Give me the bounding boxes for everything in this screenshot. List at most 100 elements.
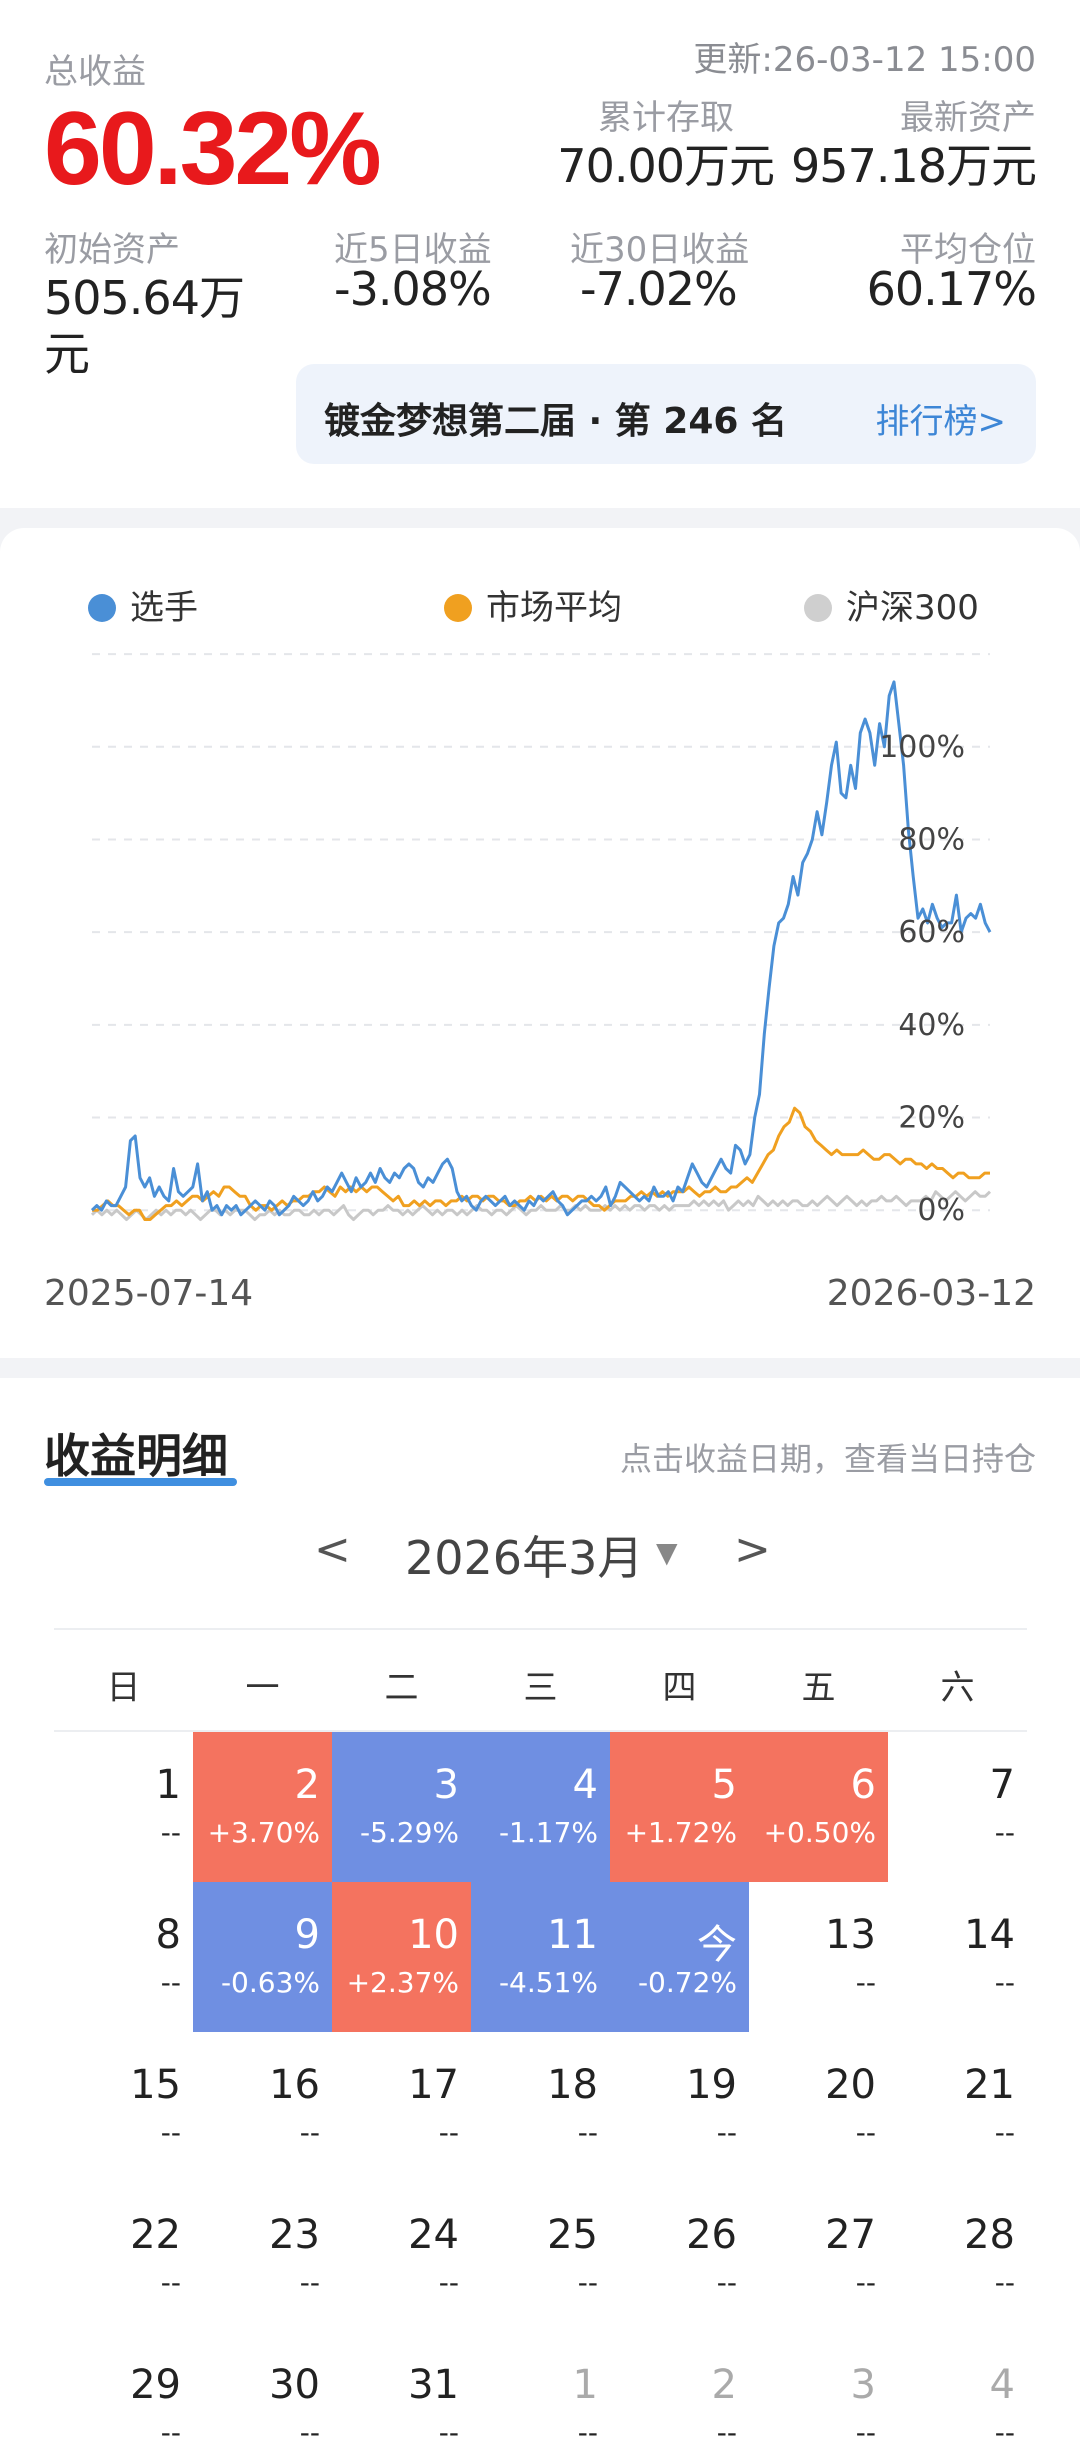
cum-deposit-value: 70.00万元	[557, 139, 775, 193]
weekday-label: 五	[801, 1668, 836, 1708]
calendar-day-cell[interactable]: 11 -4.51%	[471, 1882, 610, 2032]
legend-market[interactable]: 市场平均	[444, 580, 622, 629]
day-number: 16	[269, 2062, 320, 2108]
calendar-day-cell[interactable]: 1 --	[471, 2332, 610, 2460]
calendar-grid: 日 一 二 三 四 五 六 1 -- 2 +3.70% 3 -5.29% 4 -1.17% 5 +1.72% 6…	[54, 1628, 1027, 2460]
series-line-market	[92, 1106, 990, 1221]
calendar-day-cell[interactable]: 20 --	[749, 2032, 888, 2182]
day-number: 2	[294, 1762, 320, 1808]
calendar-day-cell[interactable]: 30 --	[193, 2332, 332, 2460]
calendar-day-cell[interactable]: 7 --	[888, 1732, 1027, 1882]
calendar-day-cell[interactable]: 14 --	[888, 1882, 1027, 2032]
ranking-banner[interactable]: 镀金梦想第二届 · 第 246 名 排行榜>	[296, 364, 1036, 464]
calendar-day-cell[interactable]: 16 --	[193, 2032, 332, 2182]
day-number: 3	[433, 1762, 459, 1808]
calendar-day-cell[interactable]: 9 -0.63%	[193, 1882, 332, 2032]
calendar-day-cell[interactable]: 15 --	[54, 2032, 193, 2182]
leaderboard-link[interactable]: 排行榜>	[875, 402, 1007, 442]
calendar-day-cell[interactable]: 27 --	[749, 2182, 888, 2332]
chevron-down-icon[interactable]: ▼	[656, 1536, 678, 1569]
day-number: 10	[408, 1912, 459, 1958]
prev-month-button[interactable]: <	[314, 1524, 351, 1575]
calendar-day-cell[interactable]: 3 -5.29%	[332, 1732, 471, 1882]
weekday-label: 六	[940, 1668, 975, 1708]
calendar-day-cell[interactable]: 29 --	[54, 2332, 193, 2460]
calendar-day-cell[interactable]: 26 --	[610, 2182, 749, 2332]
day-number: 19	[686, 2062, 737, 2108]
day-number: 24	[408, 2212, 459, 2258]
legend-hs300[interactable]: 沪深300	[804, 580, 979, 629]
day-number: 6	[850, 1762, 876, 1808]
day-number: 14	[964, 1912, 1015, 1958]
day-number: 27	[825, 2212, 876, 2258]
day-number: 20	[825, 2062, 876, 2108]
calendar-day-cell[interactable]: 2 --	[610, 2332, 749, 2460]
calendar-day-cell[interactable]: 13 --	[749, 1882, 888, 2032]
calendar-day-cell[interactable]: 18 --	[471, 2032, 610, 2182]
latest-assets-value: 957.18万元	[791, 139, 1037, 193]
total-return-value: 60.32%	[44, 91, 382, 207]
calendar-day-cell[interactable]: 5 +1.72%	[610, 1732, 749, 1882]
calendar-day-cell[interactable]: 23 --	[193, 2182, 332, 2332]
day-return: --	[160, 2266, 181, 2299]
calendar-day-cell[interactable]: 8 --	[54, 1882, 193, 2032]
weekday-label: 一	[245, 1668, 280, 1708]
day-return: --	[994, 2416, 1015, 2449]
calendar-day-cell[interactable]: 3 --	[749, 2332, 888, 2460]
calendar-day-cell[interactable]: 2 +3.70%	[193, 1732, 332, 1882]
day-return: --	[160, 1816, 181, 1849]
calendar-day-cell[interactable]: 22 --	[54, 2182, 193, 2332]
day-number: 25	[547, 2212, 598, 2258]
calendar-day-cell[interactable]: 6 +0.50%	[749, 1732, 888, 1882]
total-return-label: 总收益	[44, 52, 146, 92]
day-return: --	[855, 2416, 876, 2449]
day-number: 1	[155, 1762, 181, 1808]
calendar-day-cell[interactable]: 1 --	[54, 1732, 193, 1882]
day-return: +1.72%	[624, 1816, 737, 1849]
calendar-day-cell[interactable]: 24 --	[332, 2182, 471, 2332]
y-tick-label: 100%	[879, 730, 965, 765]
day-return: --	[994, 2266, 1015, 2299]
day-return: --	[299, 2116, 320, 2149]
calendar-day-cell[interactable]: 19 --	[610, 2032, 749, 2182]
calendar-day-cell[interactable]: 4 --	[888, 2332, 1027, 2460]
cum-deposit-label: 累计存取	[598, 98, 734, 138]
ranking-text: 镀金梦想第二届 · 第 246 名	[324, 401, 787, 442]
day-return: --	[855, 1966, 876, 1999]
day-number: 今	[697, 1922, 737, 1968]
calendar-day-cell[interactable]: 4 -1.17%	[471, 1732, 610, 1882]
calendar-week-row: 22 -- 23 -- 24 -- 25 -- 26 -- 27 -- 28 --	[54, 2182, 1027, 2332]
return-details-card: 收益明细 点击收益日期，查看当日持仓 < 2026年3月 ▼ > 日 一 二 三 四 五 六…	[0, 1378, 1080, 2460]
day-return: --	[855, 2266, 876, 2299]
calendar-day-cell[interactable]: 10 +2.37%	[332, 1882, 471, 2032]
day-return: +3.70%	[207, 1816, 320, 1849]
return-line-chart[interactable]: 0% 20% 40% 60% 80% 100%	[0, 528, 1080, 1268]
month-selector[interactable]: 2026年3月	[405, 1531, 644, 1585]
weekday-label: 日	[106, 1668, 141, 1708]
calendar-body: 1 -- 2 +3.70% 3 -5.29% 4 -1.17% 5 +1.72% 6 +0.50% 7 -…	[54, 1732, 1027, 2460]
calendar-day-cell[interactable]: 25 --	[471, 2182, 610, 2332]
day-return: --	[438, 2266, 459, 2299]
summary-card: 总收益 60.32% 更新:26-03-12 15:00 累计存取 70.00万…	[0, 0, 1080, 508]
day-return: --	[577, 2116, 598, 2149]
day-number: 21	[964, 2062, 1015, 2108]
day-number: 18	[547, 2062, 598, 2108]
calendar-week-row: 29 -- 30 -- 31 -- 1 -- 2 -- 3 -- 4 --	[54, 2332, 1027, 2460]
calendar-day-cell[interactable]: 17 --	[332, 2032, 471, 2182]
day-number: 31	[408, 2362, 459, 2408]
calendar-day-cell[interactable]: 31 --	[332, 2332, 471, 2460]
day-return: --	[160, 2116, 181, 2149]
calendar-day-cell[interactable]: 今 -0.72%	[610, 1882, 749, 2032]
calendar-day-cell[interactable]: 28 --	[888, 2182, 1027, 2332]
day-return: --	[160, 1966, 181, 1999]
day-return: --	[716, 2266, 737, 2299]
day-return: -0.72%	[637, 1966, 737, 1999]
day-return: +2.37%	[346, 1966, 459, 1999]
day-return: --	[855, 2116, 876, 2149]
legend-market-label: 市场平均	[486, 588, 622, 628]
x-axis-end-label: 2026-03-12	[826, 1273, 1036, 1314]
day-return: --	[438, 2416, 459, 2449]
legend-player[interactable]: 选手	[88, 580, 198, 629]
calendar-day-cell[interactable]: 21 --	[888, 2032, 1027, 2182]
next-month-button[interactable]: >	[734, 1524, 771, 1575]
